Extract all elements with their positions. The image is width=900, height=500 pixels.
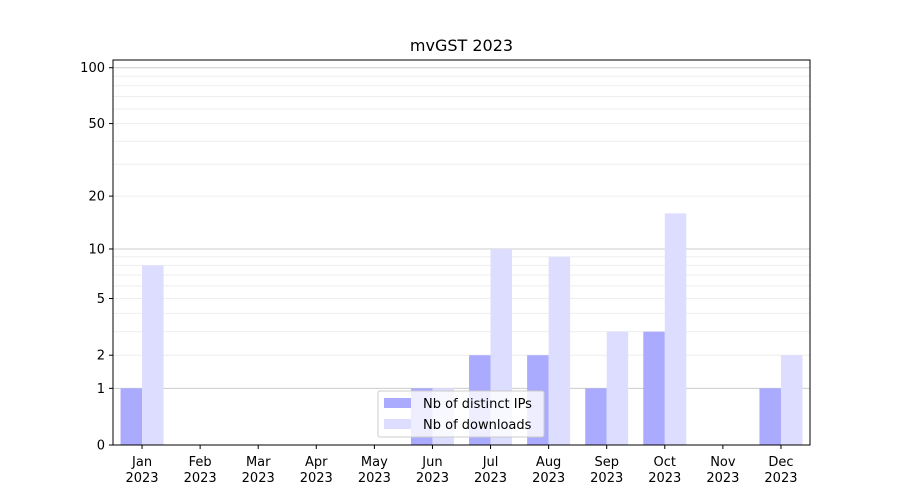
x-tick-label-year: 2023 [474, 471, 507, 486]
y-tick-label: 50 [88, 117, 105, 132]
legend-label-distinct-ips: Nb of distinct IPs [423, 397, 532, 412]
x-axis-ticks: Jan2023Feb2023Mar2023Apr2023May2023Jun20… [125, 445, 798, 486]
x-tick-label-month: Dec [768, 455, 793, 470]
x-tick-label-year: 2023 [300, 471, 333, 486]
x-tick-label-year: 2023 [358, 471, 391, 486]
x-tick-label-month: Oct [654, 455, 676, 470]
legend-swatch-distinct-ips [384, 398, 411, 408]
y-tick-label: 0 [97, 439, 105, 454]
x-tick-label-year: 2023 [648, 471, 681, 486]
x-tick-label-month: Jan [131, 455, 152, 470]
x-tick-label-month: Apr [305, 455, 328, 470]
x-tick-label-year: 2023 [590, 471, 623, 486]
y-tick-label: 2 [97, 349, 105, 364]
x-tick-label-month: Jul [482, 455, 499, 470]
x-tick-label-year: 2023 [242, 471, 275, 486]
legend-box [377, 390, 545, 438]
y-tick-label: 100 [80, 61, 105, 76]
legend: Nb of distinct IPs Nb of downloads [377, 390, 545, 438]
x-tick-label-year: 2023 [706, 471, 739, 486]
plot-frame [112, 59, 811, 446]
bar-downloads [142, 265, 164, 445]
legend-swatch-downloads [384, 419, 411, 429]
bar-distinct-ips [120, 388, 143, 445]
x-tick-label-month: May [361, 455, 388, 470]
x-tick-label-year: 2023 [416, 471, 449, 486]
x-tick-label-month: Sep [594, 455, 619, 470]
bar-distinct-ips [759, 388, 781, 445]
axes [112, 59, 811, 446]
x-tick-label-month: Feb [189, 455, 212, 470]
grid-lines [113, 67, 810, 389]
x-tick-label-year: 2023 [764, 471, 797, 486]
x-tick-label-year: 2023 [532, 471, 565, 486]
bar-distinct-ips [643, 331, 665, 445]
bar-downloads [664, 213, 687, 445]
bar-distinct-ips [585, 388, 607, 445]
y-tick-label: 20 [88, 190, 105, 205]
y-tick-label: 5 [97, 292, 105, 307]
bar-downloads [780, 355, 803, 445]
x-tick-label-month: Aug [536, 455, 561, 470]
y-tick-label: 10 [88, 242, 105, 257]
x-tick-label-year: 2023 [125, 471, 158, 486]
y-axis-ticks: 0 1 2 5 10 20 50 100 [80, 61, 113, 454]
x-tick-label-month: Nov [710, 455, 736, 470]
bar-downloads [548, 256, 571, 445]
chart-title: mvGST 2023 [410, 36, 513, 55]
x-tick-label-month: Mar [246, 455, 271, 470]
bar-downloads [606, 331, 629, 445]
x-tick-label-year: 2023 [184, 471, 217, 486]
x-tick-label-month: Jun [421, 455, 442, 470]
legend-label-downloads: Nb of downloads [423, 418, 532, 433]
y-tick-label: 1 [97, 382, 105, 397]
